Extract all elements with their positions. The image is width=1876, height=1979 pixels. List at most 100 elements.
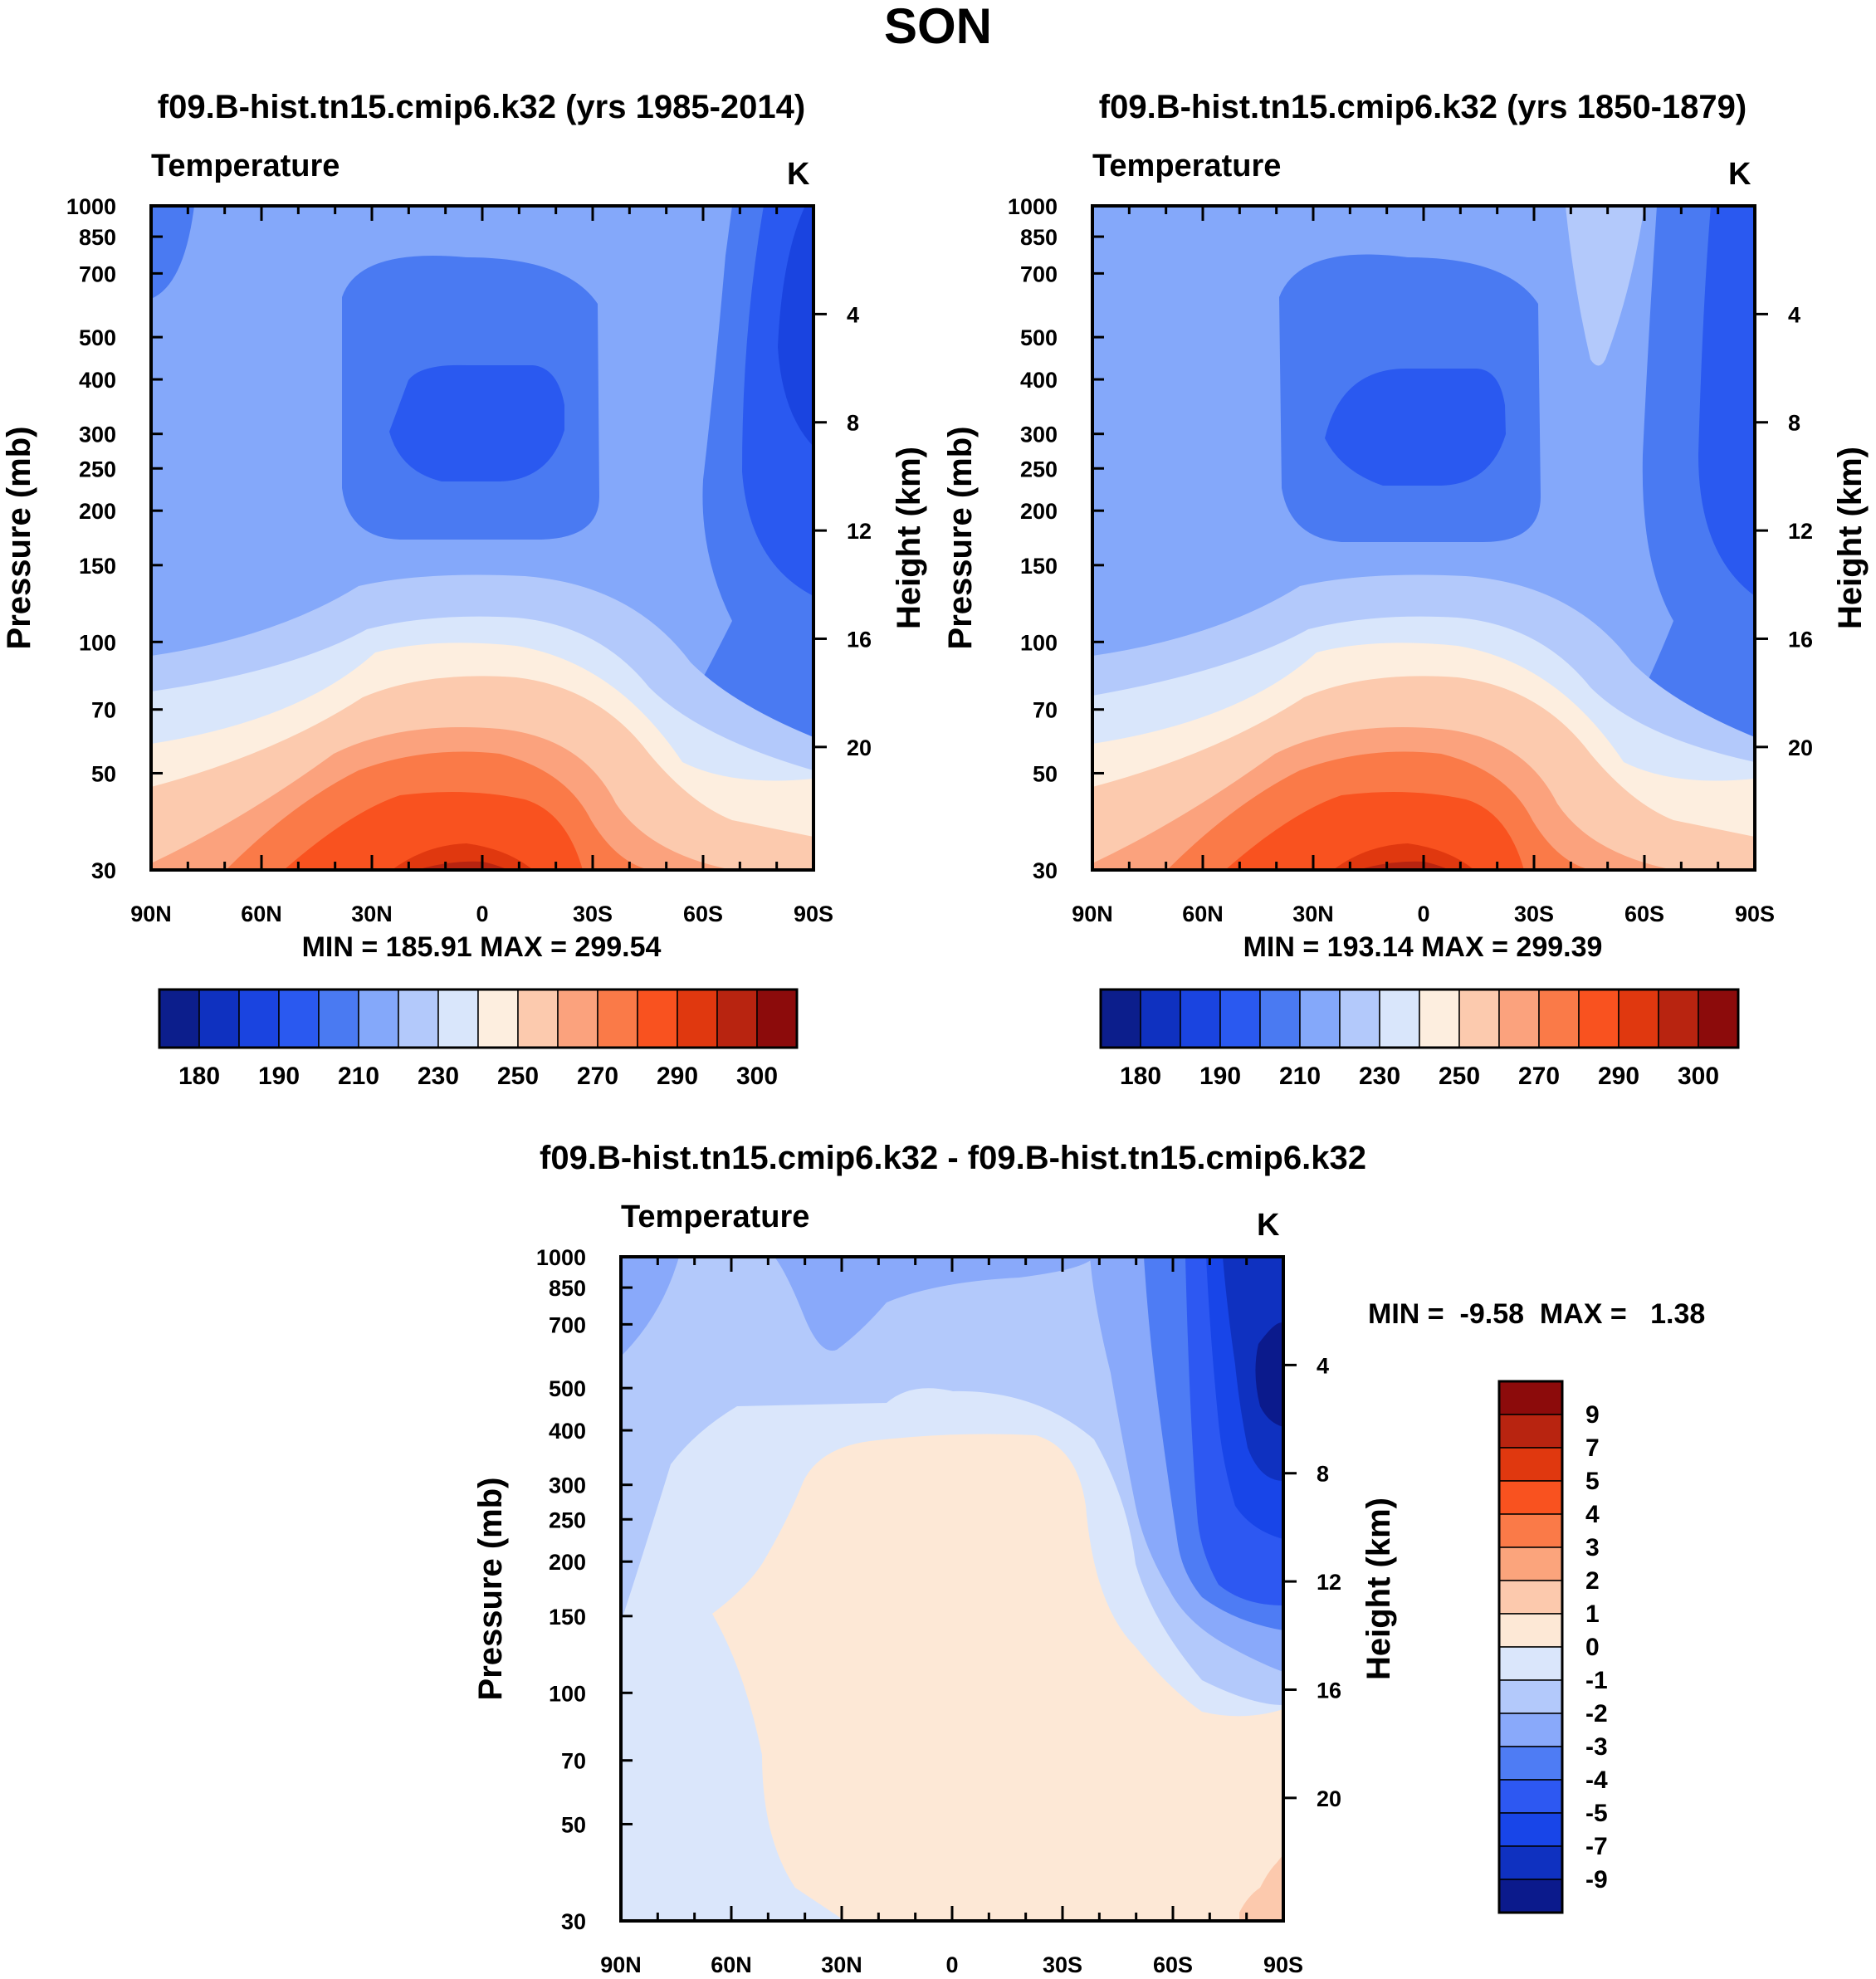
colorbar-swatch — [1658, 989, 1699, 1048]
panel-3-contours — [621, 1257, 1283, 1921]
panel-2-xtick-label: 90N — [1072, 902, 1113, 926]
panel-2-minmax: MIN = 193.14 MAX = 299.39 — [1243, 931, 1603, 963]
panel-2-htick-label: 8 — [1788, 411, 1800, 436]
panel-2-ptick-label: 70 — [1033, 698, 1058, 723]
panel-1-contours — [151, 206, 813, 870]
colorbar-swatch — [358, 989, 399, 1048]
panel-2-htick-label: 4 — [1788, 302, 1800, 327]
colorbar-swatch — [517, 989, 559, 1048]
colorbar-swatch — [198, 989, 240, 1048]
panel-2-fill-sp-2 — [1698, 206, 1755, 596]
colorbar-swatch — [1498, 1580, 1563, 1615]
colorbar-swatch — [1578, 989, 1620, 1048]
panel-1-htick-label: 4 — [847, 302, 859, 327]
panel-3-minmax: MIN = -9.58 MAX = 1.38 — [1368, 1298, 1705, 1330]
colorbar-swatch — [1698, 989, 1739, 1048]
colorbar-swatch — [1259, 989, 1301, 1048]
colorbar-label: 7 — [1585, 1434, 1600, 1462]
panel-3-ptick-label: 250 — [549, 1507, 586, 1532]
panel-2-fill-warm-tongue — [1566, 206, 1644, 366]
panel-1-ptick-label: 200 — [79, 499, 116, 524]
panel-2-variable: Temperature — [1092, 149, 1281, 183]
colorbar-label: -4 — [1585, 1766, 1608, 1794]
colorbar-swatch — [716, 989, 758, 1048]
panel-3-ptick-label: 400 — [549, 1419, 586, 1444]
colorbar-label: -5 — [1585, 1800, 1608, 1827]
colorbar-label: 9 — [1585, 1401, 1600, 1429]
colorbar-swatch — [1498, 1646, 1563, 1681]
panel-2-ptick-label: 50 — [1033, 761, 1058, 786]
panel-2-xtick-label: 90S — [1735, 902, 1775, 926]
panel-2-xtick-label: 30N — [1292, 902, 1334, 926]
panel-2-fill-c290 — [1225, 792, 1524, 870]
panel-1-ptick-label: 1000 — [66, 194, 116, 219]
panel-1-xtick-label: 60S — [683, 902, 723, 926]
panel-3-ptick-label: 500 — [549, 1376, 586, 1401]
panel-3-plot: 30 50 70 100 150 200 250 300 400 500 700 850 1000 20 1… — [536, 1245, 1341, 1977]
colorbar-label: 180 — [178, 1063, 220, 1090]
panel-1-ptick-label: 30 — [91, 858, 116, 883]
panel-1-htick-label: 16 — [847, 627, 872, 652]
colorbar-swatch — [1498, 1447, 1563, 1482]
colorbar-swatch — [1498, 1613, 1563, 1648]
panel-1-htick-label: 12 — [847, 519, 872, 544]
panel-3-xtick-label: 60N — [711, 1952, 752, 1977]
panel-1-colorbar: 180 190 210 230 250 270 290 300 — [158, 988, 799, 1090]
colorbar-swatch — [1180, 989, 1221, 1048]
colorbar-swatch — [1498, 1779, 1563, 1814]
panel-3-fill-p1-spot — [1239, 1854, 1283, 1921]
panel-1-xtick-label: 60N — [241, 902, 282, 926]
panel-2-ptick-label: 200 — [1020, 499, 1058, 524]
panel-3-units: K — [1257, 1208, 1280, 1243]
panel-1-xtick-label: 0 — [476, 902, 488, 926]
colorbar-label: 230 — [418, 1063, 459, 1090]
colorbar-label: 190 — [258, 1063, 300, 1090]
panel-2-fill-sp-1 — [1524, 206, 1755, 870]
panel-3-ptick-label: 1000 — [536, 1245, 586, 1270]
figure-title: SON — [884, 0, 992, 54]
panel-2-xtick-label: 60N — [1182, 902, 1224, 926]
colorbar-swatch — [1458, 989, 1500, 1048]
panel-3-xtick-label: 30N — [821, 1952, 862, 1977]
colorbar-label: 250 — [497, 1063, 539, 1090]
panel-3-axes: 30 50 70 100 150 200 250 300 400 500 700 850 1000 20 1… — [536, 1245, 1341, 1977]
panel-1-ptick-label: 500 — [79, 325, 116, 350]
panel-3-ptick-label: 300 — [549, 1473, 586, 1498]
panel-3-htick-label: 20 — [1317, 1786, 1341, 1811]
panel-1-ptick-label: 50 — [91, 761, 116, 786]
panel-2-htick-label: 20 — [1788, 735, 1813, 760]
colorbar-label: 270 — [577, 1063, 618, 1090]
panel-2-ptick-label: 30 — [1033, 858, 1058, 883]
panel-1-htick-label: 20 — [847, 735, 872, 760]
panel-2-title: f09.B-hist.tn15.cmip6.k32 (yrs 1850-1879… — [1099, 89, 1747, 125]
panel-2-htick-label: 16 — [1788, 627, 1813, 652]
panel-3-ptick-label: 700 — [549, 1312, 586, 1337]
panel-1-axes: 30 50 70 100 150 200 250 300 400 500 700 850 1000 20 1… — [66, 194, 872, 926]
panel-1-title: f09.B-hist.tn15.cmip6.k32 (yrs 1985-2014… — [158, 89, 805, 125]
panel-2-units: K — [1728, 157, 1751, 192]
panel-3-ptick-label: 30 — [561, 1909, 586, 1934]
panel-2-plot: 30 50 70 100 150 200 250 300 400 500 700 850 1000 20 1… — [1008, 194, 1813, 926]
colorbar-label: 270 — [1518, 1063, 1560, 1090]
panel-1-plot: 30 50 70 100 150 200 250 300 400 500 700 850 1000 20 1… — [66, 194, 872, 926]
panel-2-ptick-label: 250 — [1020, 457, 1058, 481]
panel-2-xtick-label: 60S — [1624, 902, 1664, 926]
colorbar-swatch — [159, 989, 200, 1048]
panel-1-xtick-label: 90S — [794, 902, 833, 926]
colorbar-swatch — [637, 989, 678, 1048]
panel-3-fill-m7 — [1223, 1257, 1283, 1481]
colorbar-swatch — [238, 989, 280, 1048]
panel-1-htick-label: 8 — [847, 411, 859, 436]
panel-3-ptick-label: 70 — [561, 1749, 586, 1774]
colorbar-label: 2 — [1585, 1567, 1600, 1595]
colorbar-frame — [158, 988, 799, 1049]
colorbar-swatch — [1339, 989, 1380, 1048]
colorbar-swatch — [1498, 1713, 1563, 1747]
panel-3-ptick-label: 50 — [561, 1812, 586, 1837]
panel-3-fill-m9 — [1255, 1322, 1283, 1427]
panel-1-ptick-label: 400 — [79, 368, 116, 393]
panel-3-htick-label: 12 — [1317, 1570, 1341, 1595]
colorbar-label: -7 — [1585, 1833, 1608, 1860]
colorbar-swatch — [318, 989, 359, 1048]
colorbar-swatch — [1100, 989, 1141, 1048]
